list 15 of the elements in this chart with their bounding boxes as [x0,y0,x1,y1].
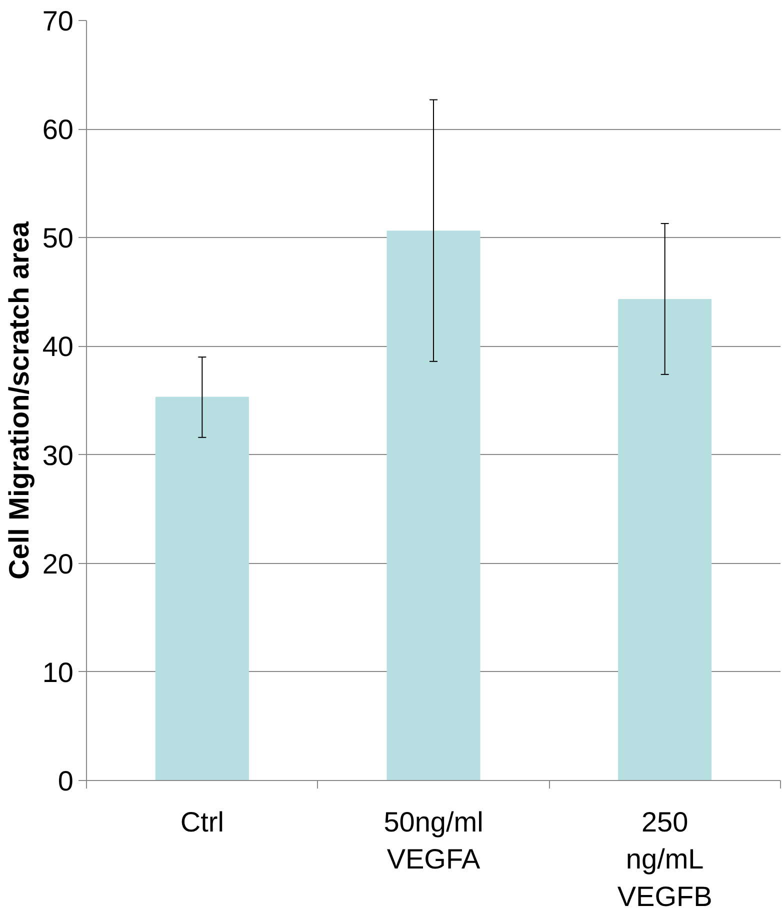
y-tick-label: 40 [42,331,74,362]
y-axis-title: Cell Migration/scratch area [3,221,34,580]
y-tick-label: 60 [42,114,74,146]
bar [155,396,249,780]
y-tick-label: 70 [42,6,74,36]
y-tick-label: 0 [58,766,74,796]
y-tick-label: 10 [42,656,74,688]
y-tick-label: 30 [42,440,74,471]
y-tick-label: 50 [42,222,74,254]
bar [386,230,480,780]
y-tick-label: 20 [42,548,74,580]
bar [618,299,712,780]
x-tick-label: 50ng/ml VEGFA [384,806,484,875]
x-tick-label: Ctrl [180,806,224,838]
x-tick-label: 250 ng/mL VEGFB [617,806,712,912]
